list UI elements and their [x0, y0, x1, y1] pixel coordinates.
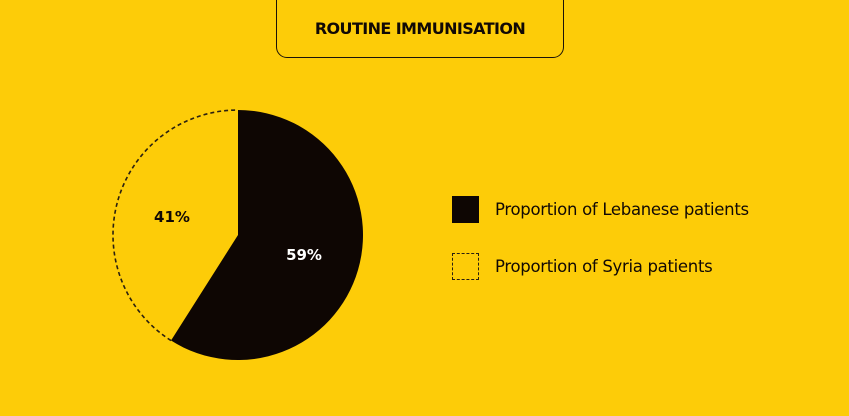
legend-label: Proportion of Lebanese patients [495, 200, 749, 219]
chart-title: ROUTINE IMMUNISATION [314, 19, 526, 38]
legend-item-lebanese: Proportion of Lebanese patients [452, 196, 749, 223]
pie-slice-0 [171, 110, 363, 361]
legend-swatch-solid [452, 196, 479, 223]
pie-slice-1 [112, 109, 239, 342]
pie-data-label: 59% [286, 246, 322, 264]
title-box: ROUTINE IMMUNISATION [276, 0, 564, 58]
pie-data-label: 41% [154, 208, 190, 226]
legend-item-syria: Proportion of Syria patients [452, 253, 713, 280]
legend-swatch-dashed [452, 253, 479, 280]
legend-label: Proportion of Syria patients [495, 257, 713, 276]
